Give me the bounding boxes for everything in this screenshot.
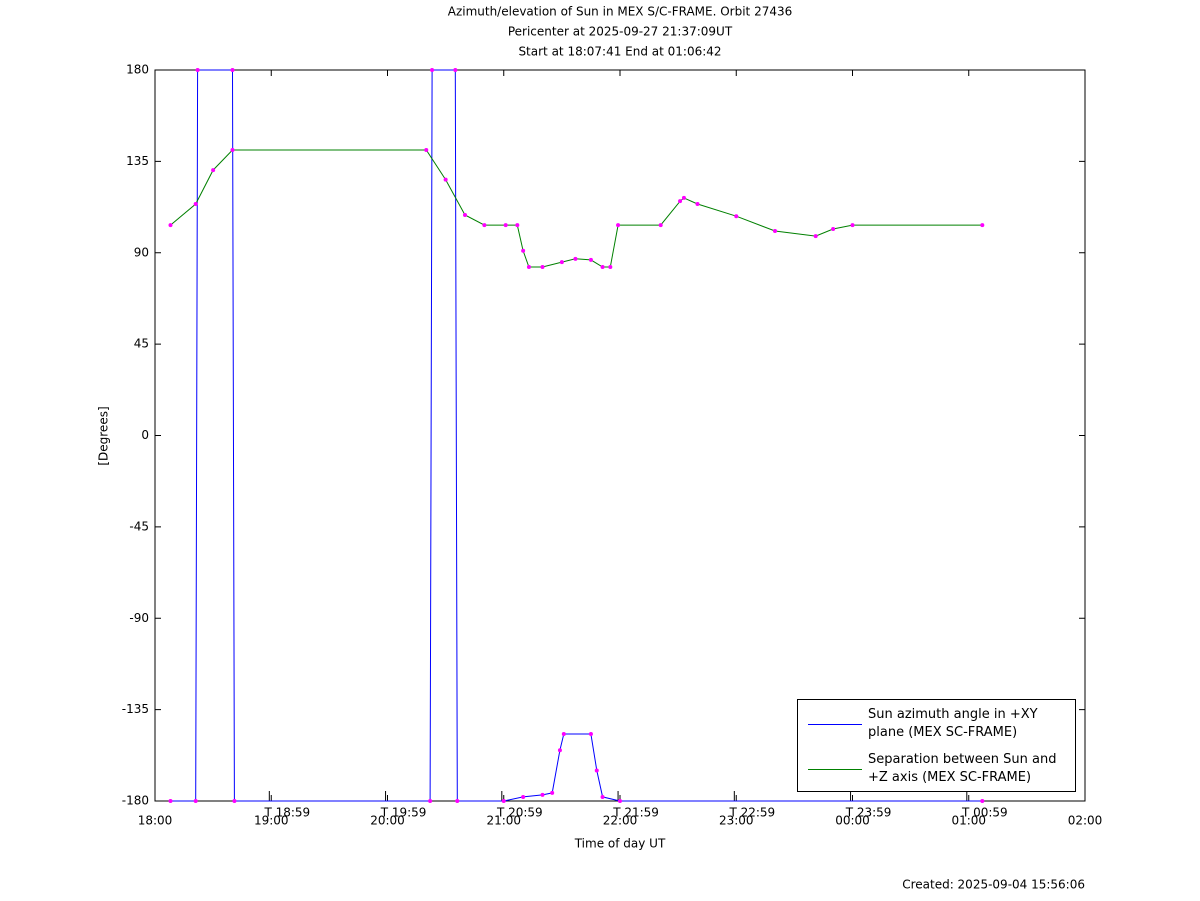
- x-tick-label: 22:00: [603, 814, 638, 828]
- point-marker: [588, 731, 593, 736]
- subtitle: Start at 18:07:41 End at 01:06:42: [518, 45, 721, 59]
- point-marker: [557, 748, 562, 753]
- x-tick-label: 23:00: [719, 814, 754, 828]
- y-tick-label: 45: [134, 337, 149, 351]
- point-marker: [482, 223, 487, 228]
- time-mark-label: T 22:59: [728, 806, 775, 820]
- y-tick-label: -45: [129, 519, 149, 533]
- subtitle: Pericenter at 2025-09-27 21:37:09UT: [508, 25, 733, 39]
- point-marker: [501, 799, 506, 803]
- point-marker: [561, 731, 566, 736]
- point-marker: [588, 257, 593, 262]
- time-mark-label: T 19:59: [380, 806, 427, 820]
- time-mark-label: T 20:59: [496, 806, 543, 820]
- point-marker: [850, 223, 855, 228]
- x-axis-label: Time of day UT: [574, 837, 666, 851]
- point-marker: [608, 264, 613, 269]
- legend-label: Separation between Sun and +Z axis (MEX …: [868, 752, 1057, 785]
- point-marker: [168, 223, 173, 228]
- point-marker: [521, 248, 526, 253]
- point-marker: [734, 214, 739, 219]
- series-line: [170, 69, 983, 802]
- point-marker: [232, 799, 237, 803]
- point-marker: [813, 234, 818, 239]
- point-marker: [658, 223, 663, 228]
- point-marker: [550, 790, 555, 795]
- point-marker: [430, 68, 435, 72]
- point-marker: [540, 792, 545, 797]
- point-marker: [455, 799, 460, 803]
- legend-swatch: [808, 724, 862, 725]
- point-marker: [195, 68, 200, 72]
- point-marker: [594, 768, 599, 773]
- point-marker: [540, 264, 545, 269]
- point-marker: [678, 199, 683, 204]
- point-marker: [443, 177, 448, 182]
- chart-title: Azimuth/elevation of Sun in MEX S/C-FRAM…: [448, 5, 793, 19]
- point-marker: [600, 794, 605, 799]
- x-tick-label: 02:00: [1068, 814, 1103, 828]
- x-tick-label: 20:00: [370, 814, 405, 828]
- point-marker: [695, 202, 700, 207]
- time-mark-label: T 21:59: [612, 806, 659, 820]
- time-mark-label: T 18:59: [263, 806, 310, 820]
- x-tick-label: 00:00: [835, 814, 870, 828]
- y-tick-label: 135: [126, 154, 149, 168]
- legend-label: Sun azimuth angle in +XY plane (MEX SC-F…: [868, 707, 1038, 740]
- y-axis-label: [Degrees]: [97, 406, 111, 465]
- x-tick-label: 21:00: [486, 814, 521, 828]
- plot-frame: [154, 69, 1086, 802]
- point-marker: [616, 223, 621, 228]
- point-marker: [193, 202, 198, 207]
- legend-swatch: [808, 769, 862, 770]
- point-marker: [600, 264, 605, 269]
- point-marker: [515, 223, 520, 228]
- point-marker: [618, 799, 622, 803]
- time-mark-label: T 23:59: [845, 806, 892, 820]
- point-marker: [831, 226, 836, 231]
- point-marker: [526, 264, 531, 269]
- point-marker: [168, 799, 173, 803]
- time-mark-label: T 00:59: [961, 806, 1008, 820]
- point-marker: [463, 212, 467, 217]
- point-marker: [573, 256, 578, 261]
- point-marker: [980, 799, 985, 803]
- point-marker: [681, 195, 686, 200]
- x-tick-label: 01:00: [951, 814, 986, 828]
- x-tick-label: 18:00: [138, 814, 173, 828]
- point-marker: [424, 148, 429, 153]
- y-tick-label: -135: [122, 702, 149, 716]
- footnote: Created: 2025-09-04 15:56:06: [902, 878, 1085, 892]
- y-tick-label: 90: [134, 245, 149, 259]
- x-tick-label: 19:00: [254, 814, 289, 828]
- point-marker: [230, 68, 235, 72]
- y-tick-label: 0: [141, 428, 149, 442]
- y-tick-label: -90: [129, 611, 149, 625]
- point-marker: [980, 223, 985, 228]
- point-marker: [453, 68, 458, 72]
- y-tick-label: 180: [126, 63, 149, 77]
- series-line: [170, 149, 983, 268]
- point-marker: [521, 794, 526, 799]
- point-marker: [193, 799, 198, 803]
- legend: Sun azimuth angle in +XY plane (MEX SC-F…: [797, 699, 1076, 792]
- point-marker: [428, 799, 433, 803]
- point-marker: [773, 229, 777, 234]
- point-marker: [503, 223, 508, 228]
- point-marker: [211, 168, 216, 173]
- y-tick-label: -180: [122, 794, 149, 808]
- point-marker: [230, 148, 235, 153]
- point-marker: [559, 260, 564, 265]
